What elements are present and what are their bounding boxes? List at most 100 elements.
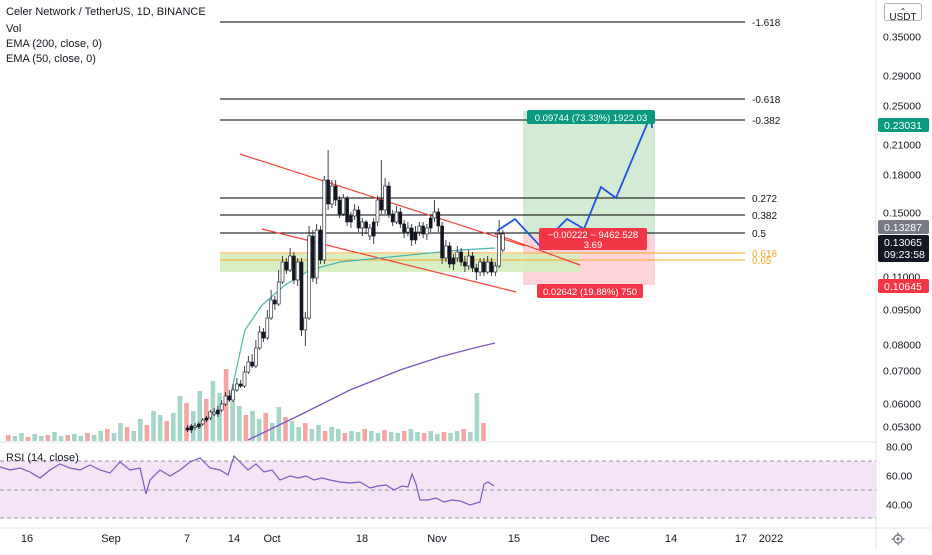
volume-bar xyxy=(336,429,341,441)
candle-body xyxy=(451,257,456,265)
ema50-legend[interactable]: EMA (50, close, 0) xyxy=(6,53,96,65)
volume-bar xyxy=(171,413,176,441)
candle-body xyxy=(478,261,482,273)
last-price-badge: 09:23:58 xyxy=(884,249,925,261)
time-tick-label: 14 xyxy=(228,533,240,545)
volume-bar xyxy=(157,415,163,441)
candle-body xyxy=(394,211,399,223)
vol-legend[interactable]: Vol xyxy=(6,23,22,35)
candle-body xyxy=(295,261,300,281)
volume-bar xyxy=(144,425,150,441)
volume-bar xyxy=(65,435,70,441)
candle-body xyxy=(265,317,270,339)
volume-bar xyxy=(435,434,440,441)
time-tick-label: Dec xyxy=(590,533,610,545)
rsi-line xyxy=(0,454,495,506)
target-price-badge: 0.23031 xyxy=(884,120,922,132)
price-tick-label: 0.09500 xyxy=(883,305,921,317)
candle-body xyxy=(474,267,479,273)
candle-body xyxy=(189,425,194,431)
rsi-legend[interactable]: RSI (14, close) xyxy=(6,452,79,464)
volume-bar xyxy=(32,434,37,441)
volume-bar xyxy=(243,415,249,441)
candle-body xyxy=(375,199,380,223)
volume-bar xyxy=(270,423,275,441)
volume-bar xyxy=(6,435,11,441)
volume-bar xyxy=(210,381,216,441)
candle-body xyxy=(466,255,471,267)
candle-body xyxy=(292,255,296,281)
last-price-badge: 0.13065 xyxy=(884,237,922,249)
candle-body xyxy=(352,209,357,217)
candle-body xyxy=(322,179,327,261)
volume-bar xyxy=(395,433,400,441)
gear-icon[interactable] xyxy=(891,532,905,546)
candle-body xyxy=(447,245,452,265)
price-axis[interactable]: 0.35000 0.29000 0.25000 0.21000 0.18000 0.150… xyxy=(883,32,921,434)
candle-body xyxy=(485,261,490,273)
volume-bar xyxy=(454,431,460,441)
projection-path[interactable] xyxy=(496,116,651,248)
candle-body xyxy=(501,233,505,251)
volume-bar xyxy=(322,431,328,441)
volume-bar xyxy=(131,431,136,441)
volume-bar xyxy=(12,436,18,441)
candle-body xyxy=(254,347,258,367)
loss-label-box xyxy=(537,284,643,298)
candle-body xyxy=(364,221,368,229)
ema200-line xyxy=(247,342,496,441)
chevron-up-icon: ⌃ xyxy=(899,7,907,16)
time-tick-label: Oct xyxy=(263,533,280,545)
candle-body xyxy=(390,213,395,223)
fib-level-label: 0.272 xyxy=(752,194,777,205)
volume-bar xyxy=(316,425,321,441)
candle-body xyxy=(299,261,304,331)
volume-bar xyxy=(303,423,308,441)
symbol-title[interactable]: Celer Network / TetherUS, 1D, BINANCE xyxy=(6,6,206,18)
candle-body xyxy=(284,261,289,271)
fib-level-label: 0 xyxy=(752,157,758,168)
volume-bar xyxy=(45,435,51,441)
candle-body xyxy=(223,395,228,405)
fib-level-label: -1.618 xyxy=(752,18,781,29)
currency-button[interactable]: ⌃ USDT xyxy=(884,3,922,23)
volume-bar xyxy=(441,432,447,441)
rsi-tick-label: 40.00 xyxy=(886,500,912,512)
volume-bar xyxy=(375,433,381,441)
candle-body xyxy=(231,389,235,401)
ema200-legend[interactable]: EMA (200, close, 0) xyxy=(6,38,102,50)
channel-lower-line[interactable] xyxy=(261,228,517,293)
fib-level-label: 0.618 xyxy=(752,249,777,260)
candle-body xyxy=(493,265,498,273)
price-tick-label: 0.25000 xyxy=(883,101,921,113)
candle-body xyxy=(371,221,376,237)
volume-bar xyxy=(415,432,420,441)
candle-body xyxy=(193,425,197,428)
volume-bar xyxy=(461,429,466,441)
volume-bar xyxy=(263,413,268,441)
candle-body xyxy=(436,211,441,227)
candle-body xyxy=(470,255,475,269)
candle-body xyxy=(417,225,422,233)
volume-bar xyxy=(448,433,453,441)
channel-mid-line[interactable] xyxy=(494,233,581,266)
time-axis[interactable]: 16 Sep 7 14 Oct 18 Nov 15 Dec 14 17 2022 xyxy=(21,533,783,545)
stop-price-badge: 0.13287 xyxy=(884,222,922,234)
candle-body xyxy=(204,417,209,421)
candle-body xyxy=(356,209,361,229)
candle-body xyxy=(200,419,205,425)
entry-price-badge: 0.10645 xyxy=(884,281,922,293)
candle-body xyxy=(463,261,467,267)
volume-bar xyxy=(85,433,90,441)
volume-bar xyxy=(72,434,77,441)
candle-body xyxy=(219,403,224,411)
target-price-badge-box xyxy=(878,118,929,132)
candle-body xyxy=(455,251,460,259)
ema-lines xyxy=(229,247,496,441)
volume-bar xyxy=(237,406,242,441)
ratio-label-line2: 3.69 xyxy=(584,240,603,251)
fib-level-label: 0.65 xyxy=(752,256,772,267)
candle-body xyxy=(276,281,281,305)
